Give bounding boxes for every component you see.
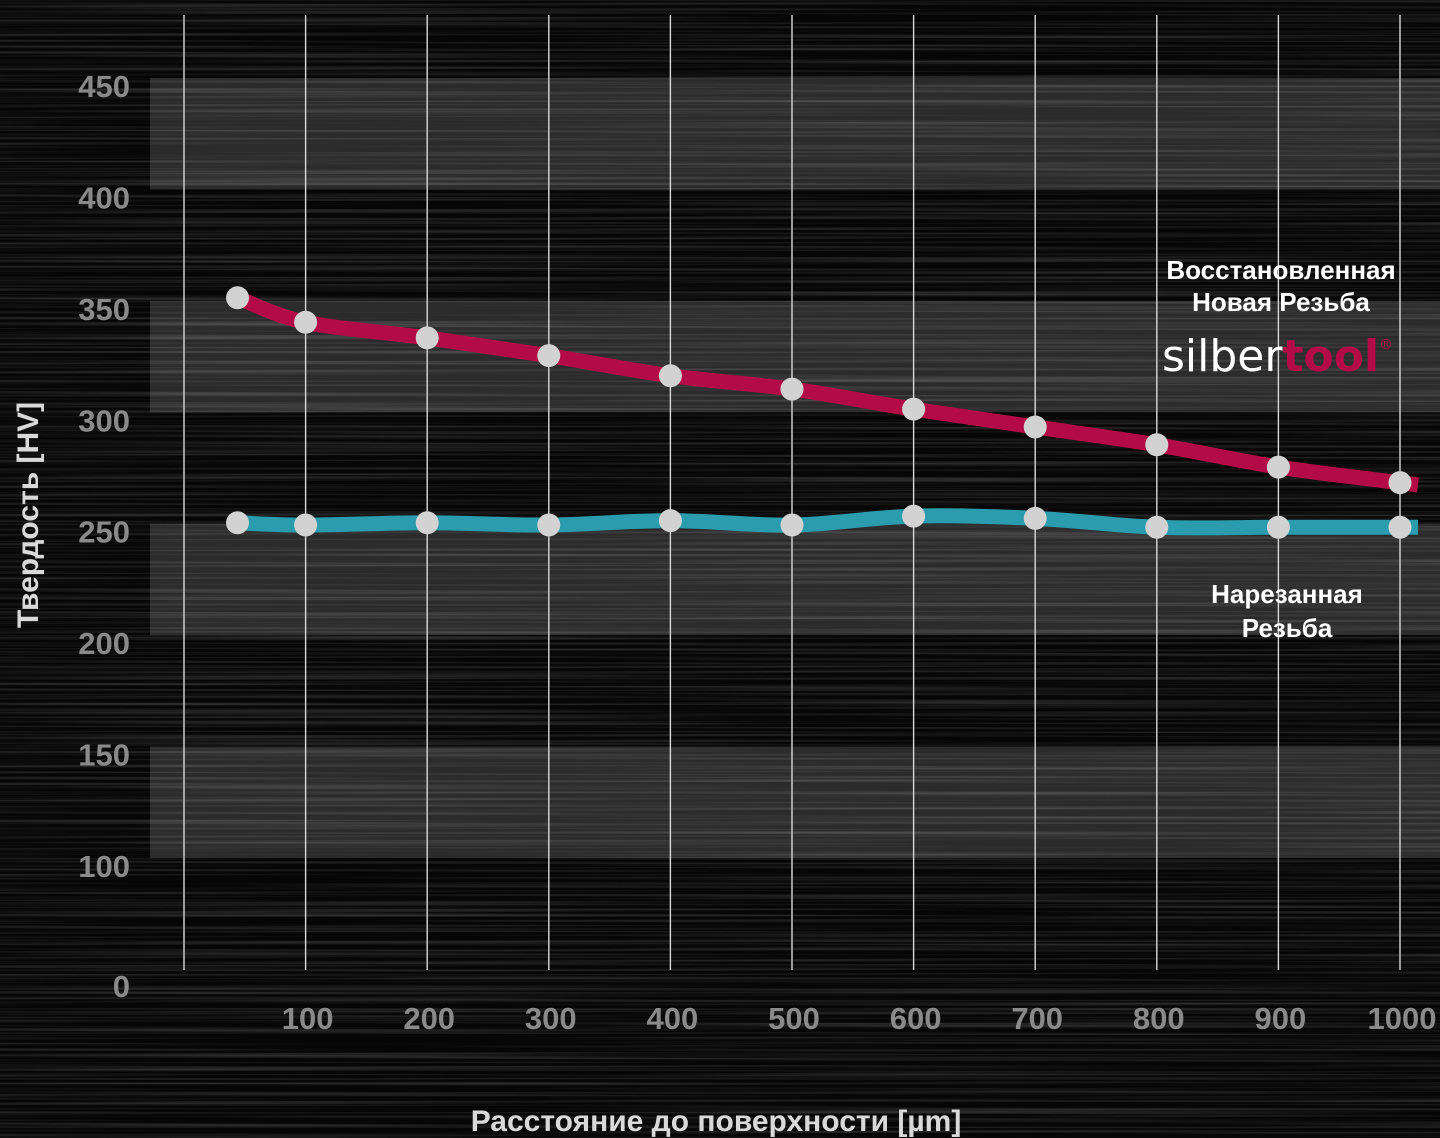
logo-part-tool: tool <box>1282 331 1379 382</box>
data-point-cut <box>294 513 318 537</box>
x-tick-label: 200 <box>403 1001 455 1036</box>
x-tick-label: 400 <box>647 1001 699 1036</box>
x-tick-label: 100 <box>282 1001 334 1036</box>
x-tick-label: 900 <box>1255 1001 1307 1036</box>
y-tick-label: 250 <box>78 515 130 550</box>
logo-part-silber: silber <box>1162 331 1283 382</box>
y-tick-label: 450 <box>78 69 130 104</box>
data-point-cut <box>226 511 250 535</box>
data-point-restored <box>537 344 561 368</box>
x-tick-label: 700 <box>1011 1001 1063 1036</box>
y-tick-label: 400 <box>78 180 130 215</box>
data-point-cut <box>780 513 804 537</box>
data-point-restored <box>1145 433 1169 457</box>
y-axis-title: Твердость [HV] <box>12 402 45 628</box>
data-point-cut <box>1266 515 1290 539</box>
y-ticks: 0 100 150 200 250 300 350 400 450 <box>78 69 130 1004</box>
data-point-cut <box>1145 515 1169 539</box>
data-point-restored <box>415 326 439 350</box>
series-label-cut-line2: Резьба <box>1242 613 1333 643</box>
grid-band <box>150 523 1440 636</box>
x-ticks: 100 200 300 400 500 600 700 800 900 1000 <box>282 1001 1437 1036</box>
x-tick-label: 600 <box>890 1001 942 1036</box>
data-point-restored <box>1388 471 1412 495</box>
data-point-cut <box>1388 515 1412 539</box>
data-point-restored <box>1023 415 1047 439</box>
data-point-cut <box>658 509 682 533</box>
data-point-cut <box>415 511 439 535</box>
grid-band <box>150 78 1440 190</box>
x-tick-label: 1000 <box>1368 1001 1437 1036</box>
data-point-restored <box>902 397 926 421</box>
data-point-cut <box>902 504 926 528</box>
y-tick-label: 300 <box>78 403 130 438</box>
x-tick-label: 300 <box>525 1001 577 1036</box>
x-tick-label: 500 <box>768 1001 820 1036</box>
data-point-restored <box>658 364 682 388</box>
y-tick-label: 350 <box>78 292 130 327</box>
series-label-restored-line1: Восстановленная <box>1166 255 1395 285</box>
data-point-restored <box>294 310 318 334</box>
x-axis-title: Расстояние до поверхности [µm] <box>471 1105 962 1138</box>
y-tick-label: 100 <box>78 849 130 884</box>
points-layer <box>226 286 1412 539</box>
data-point-cut <box>537 513 561 537</box>
series-label-restored-line2: Новая Резьба <box>1192 287 1370 317</box>
y-tick-label: 0 <box>113 969 130 1004</box>
series-label-cut-line1: Нарезанная <box>1211 579 1363 609</box>
data-point-cut <box>1023 506 1047 530</box>
data-point-restored <box>780 377 804 401</box>
grid-band <box>150 746 1440 858</box>
data-point-restored <box>226 286 250 310</box>
x-tick-label: 800 <box>1133 1001 1185 1036</box>
logo-registered-mark: ® <box>1379 337 1393 353</box>
y-tick-label: 200 <box>78 626 130 661</box>
data-point-restored <box>1266 455 1290 479</box>
silbertool-logo: silbertool® <box>1162 331 1393 382</box>
y-tick-label: 150 <box>78 738 130 773</box>
grid-lines <box>183 15 1401 970</box>
